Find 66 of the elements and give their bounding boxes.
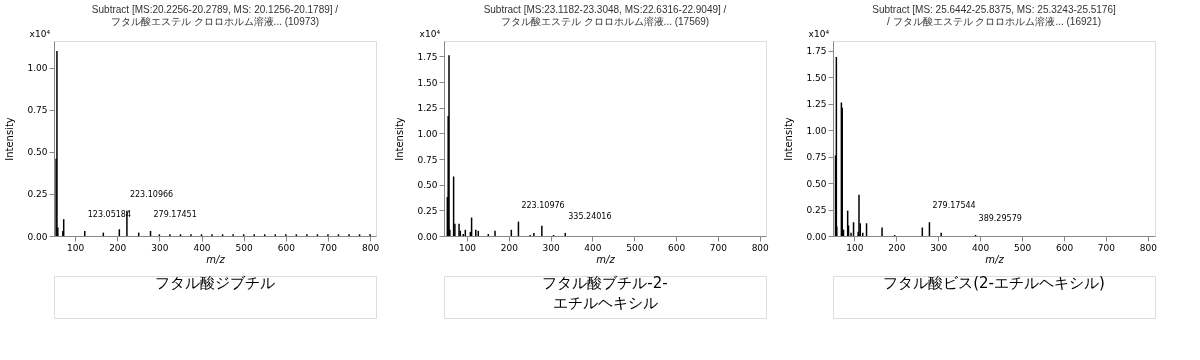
text: フタル酸ブチル-2- エチルヘキシル [542,274,668,312]
y-tick-label: 1.75 [417,51,438,62]
x-tick-label: 200 [109,242,127,253]
text: x10⁴ [29,29,51,39]
text: フタル酸ビス(2-エチルヘキシル) [883,274,1105,292]
x-axis-title: m/z [596,253,616,265]
y-tick-label: 0.00 [27,231,48,242]
y-tick-label: 1.75 [806,46,827,57]
y-tick-label: 1.00 [417,128,438,139]
chart-title: Subtract [MS:20.2256-20.2789, MS: 20.1256-20.1789] / フタル酸エステル クロロホルム溶液... (10973) [91,4,339,27]
y-tick-label: 1.50 [417,77,438,88]
y-tick-label: 1.00 [806,125,827,136]
annotation: 223.10966 [129,189,174,199]
x-tick-label: 100 [66,242,85,253]
x-tick-label: 300 [542,242,560,253]
y-tick-label: 0.50 [27,147,48,158]
y-tick-label: 0.25 [27,189,48,200]
text: x10⁴ [808,29,830,39]
chart-title: Subtract [MS: 25.6442-25.8375, MS: 25.3243-25.5176] / フタル酸エステル クロロホルム溶液... (16921) [872,4,1116,27]
x-tick-label: 800 [751,242,770,253]
x-tick-label: 500 [1014,242,1032,253]
y-tick-label: 0.75 [806,152,827,163]
x-tick-label: 700 [709,242,728,253]
y-tick-label: 1.25 [806,99,827,110]
x-axis-title: m/z [985,253,1005,265]
x-tick-label: 300 [151,242,169,253]
y-tick-label: 0.50 [806,178,827,189]
x-tick-label: 700 [319,242,338,253]
x-axis-title: m/z [206,253,226,265]
y-tick-label: 1.00 [27,63,48,74]
annotation: 279.17544 [932,201,976,211]
x-tick-label: 300 [930,242,948,253]
y-axis-title: Intensity [4,117,16,161]
x-tick-label: 100 [846,242,864,253]
x-tick-label: 400 [193,242,211,253]
text: フタル酸ジブチル [155,274,275,292]
y-tick-label: 0.75 [27,105,48,116]
x-tick-label: 400 [584,242,602,253]
y-axis-title: Intensity [783,117,795,161]
y-tick-label: 0.25 [806,205,827,216]
y-tick-label: 0.75 [417,154,438,165]
x-tick-label: 600 [277,242,296,253]
x-tick-label: 800 [362,242,380,253]
annotation: 389.29579 [978,213,1022,223]
y-tick-label: 0.50 [417,180,438,191]
chart-title: Subtract [MS:23.1182-23.3048, MS:22.6316-22.9049] / フタル酸エステル クロロホルム溶液... (17569) [483,4,727,27]
x-tick-label: 800 [1139,242,1158,253]
x-tick-label: 200 [888,242,906,253]
y-tick-label: 0.25 [417,205,438,216]
y-axis-title: Intensity [394,117,406,161]
annotation: 335.24016 [568,211,612,221]
text: x10⁴ [419,29,441,39]
x-tick-label: 600 [668,242,686,253]
y-tick-label: 1.50 [806,72,827,83]
x-tick-label: 100 [458,242,477,253]
x-tick-label: 200 [500,242,519,253]
x-tick-label: 600 [1055,242,1074,253]
x-tick-label: 500 [626,242,644,253]
y-tick-label: 0.00 [806,231,827,242]
annotation: 279.17451 [153,209,197,219]
annotation: 223.10976 [521,200,565,210]
x-tick-label: 700 [1097,242,1116,253]
x-tick-label: 500 [235,242,254,253]
y-tick-label: 1.25 [417,103,438,114]
x-tick-label: 400 [972,242,990,253]
y-tick-label: 0.00 [417,231,438,242]
